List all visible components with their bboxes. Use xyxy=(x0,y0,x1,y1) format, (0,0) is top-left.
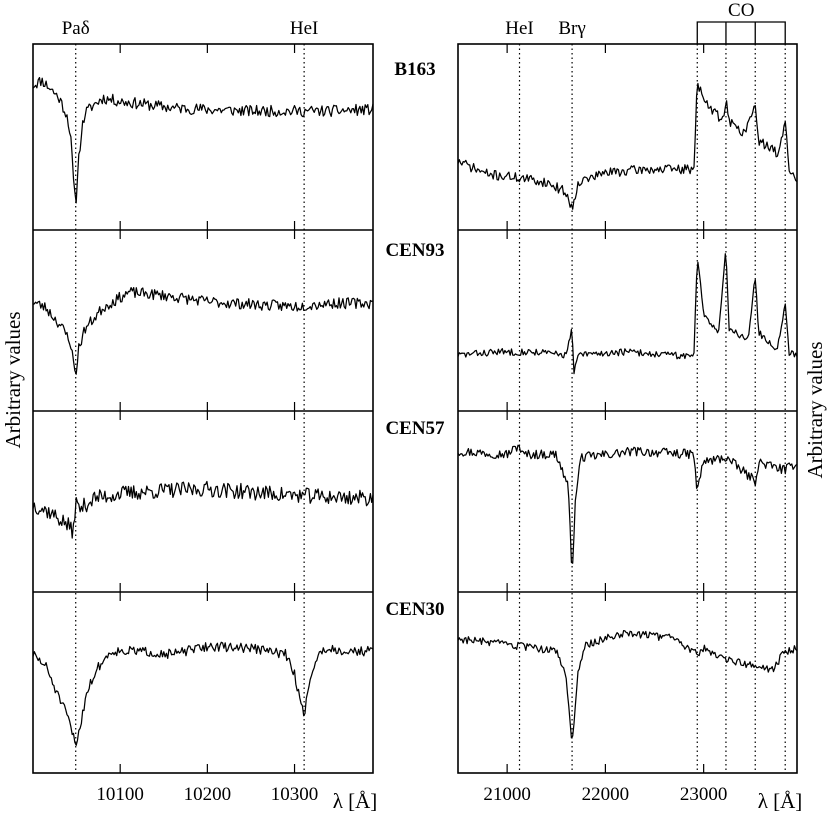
panel-frame xyxy=(457,43,798,774)
star-label-cen93: CEN93 xyxy=(385,240,444,261)
co-label: CO xyxy=(728,0,754,21)
spectral-line-label: Brγ xyxy=(558,18,585,39)
x-tick-label: 22000 xyxy=(582,784,630,805)
y-axis-title-right: Arbitrary values xyxy=(803,341,827,478)
spectral-line-label: HeI xyxy=(505,18,533,39)
spectrum-cen57 xyxy=(457,444,798,564)
star-label-cen30: CEN30 xyxy=(385,599,444,620)
x-tick-label: 10300 xyxy=(271,784,319,805)
spectral-line-label: Paδ xyxy=(62,18,90,39)
x-tick-label: 21000 xyxy=(483,784,531,805)
spectrum-cen30 xyxy=(457,629,798,739)
x-tick-label: 10100 xyxy=(96,784,144,805)
x-tick-label: 10200 xyxy=(184,784,232,805)
spectrum-b163 xyxy=(32,76,374,204)
spectral-line-label: HeI xyxy=(290,18,318,39)
spectrum-cen30 xyxy=(32,641,374,746)
x-tick-label: 23000 xyxy=(680,784,728,805)
panel-frame xyxy=(32,43,374,774)
star-label-cen57: CEN57 xyxy=(385,418,445,439)
spectrum-cen93 xyxy=(32,286,374,375)
star-label-b163: B163 xyxy=(394,59,435,80)
x-axis-title-right: λ [Å] xyxy=(758,789,803,813)
spectrum-cen93 xyxy=(457,253,798,375)
star-label-column: B163 CEN93 CEN57 CEN30 xyxy=(385,59,445,620)
spectrum-b163 xyxy=(457,82,798,210)
co-bracket xyxy=(696,21,786,44)
left-spectra-panel: 10100 10200 10300 Paδ HeI xyxy=(32,18,374,805)
spectrum-cen57 xyxy=(32,480,374,539)
y-axis-title-left: Arbitrary values xyxy=(1,311,25,448)
right-spectra-panel: 21000 22000 23000 HeI Brγ CO xyxy=(457,0,798,805)
x-axis-title-left: λ [Å] xyxy=(333,789,378,813)
